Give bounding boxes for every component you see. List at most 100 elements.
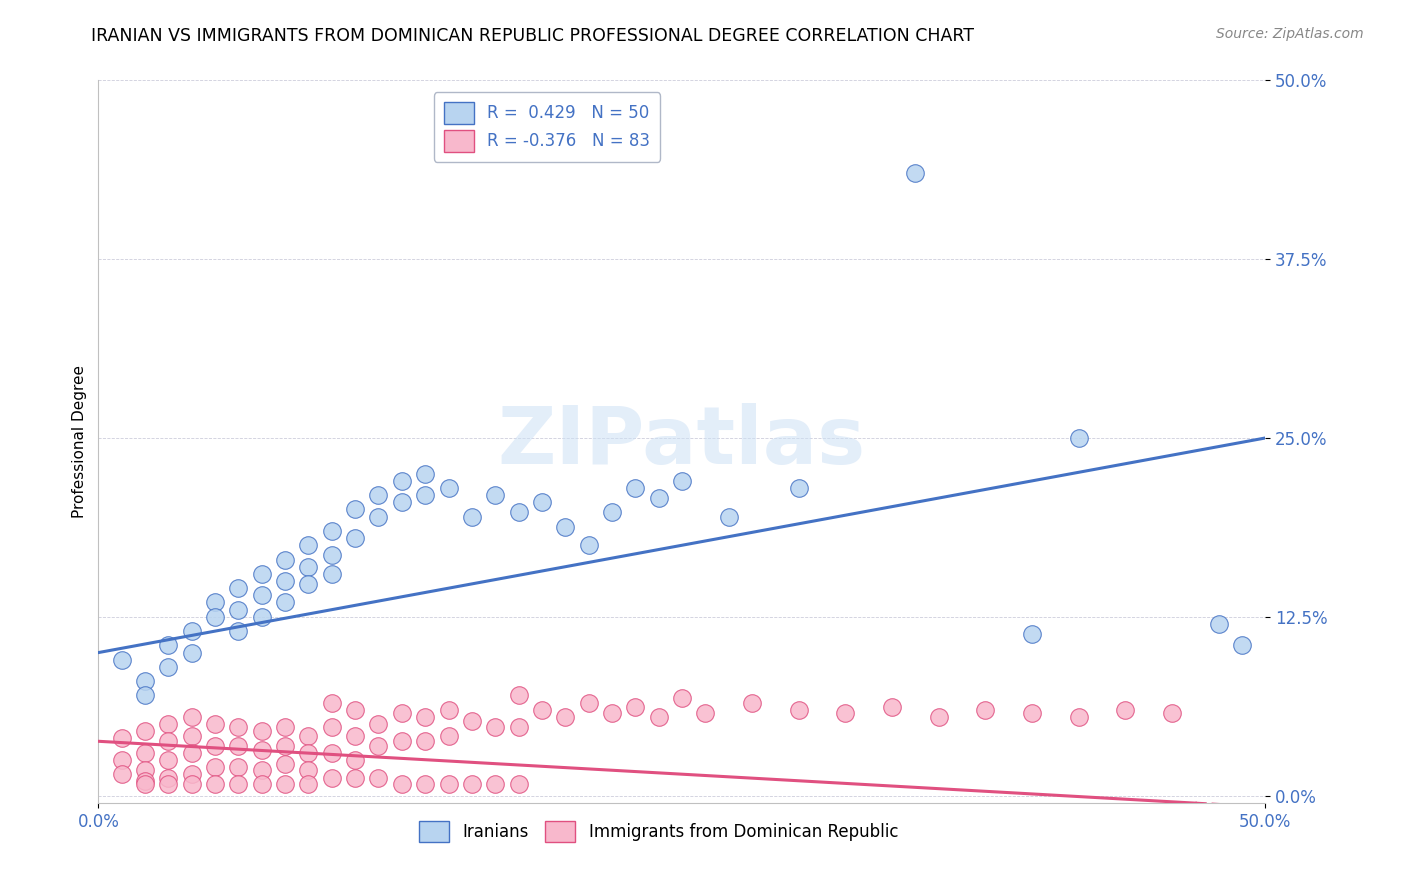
Point	[204, 717, 226, 731]
Point	[274, 552, 297, 566]
Point	[344, 703, 367, 717]
Point	[134, 763, 156, 777]
Point	[180, 646, 202, 660]
Point	[274, 595, 297, 609]
Point	[647, 491, 669, 505]
Point	[134, 724, 156, 739]
Point	[1230, 639, 1253, 653]
Point	[204, 777, 226, 791]
Point	[321, 549, 343, 563]
Point	[344, 729, 367, 743]
Point	[695, 706, 717, 720]
Point	[530, 703, 553, 717]
Point	[461, 777, 484, 791]
Point	[180, 746, 202, 760]
Point	[834, 706, 856, 720]
Point	[250, 724, 273, 739]
Point	[157, 772, 180, 786]
Point	[484, 777, 506, 791]
Point	[228, 581, 250, 595]
Point	[250, 777, 273, 791]
Point	[274, 720, 297, 734]
Point	[367, 772, 389, 786]
Point	[508, 505, 530, 519]
Point	[461, 714, 484, 729]
Point	[413, 710, 436, 724]
Point	[204, 609, 226, 624]
Point	[344, 502, 367, 516]
Point	[508, 689, 530, 703]
Point	[321, 746, 343, 760]
Point	[484, 720, 506, 734]
Point	[484, 488, 506, 502]
Y-axis label: Professional Degree: Professional Degree	[72, 365, 87, 518]
Point	[297, 538, 319, 552]
Point	[1067, 710, 1090, 724]
Point	[391, 706, 413, 720]
Point	[111, 653, 134, 667]
Point	[111, 753, 134, 767]
Legend: Iranians, Immigrants from Dominican Republic: Iranians, Immigrants from Dominican Repu…	[412, 814, 905, 848]
Point	[413, 734, 436, 748]
Point	[180, 729, 202, 743]
Point	[180, 777, 202, 791]
Point	[367, 509, 389, 524]
Point	[1114, 703, 1136, 717]
Point	[180, 767, 202, 781]
Point	[624, 700, 647, 714]
Point	[741, 696, 763, 710]
Point	[880, 700, 903, 714]
Point	[671, 691, 693, 706]
Point	[297, 577, 319, 591]
Point	[578, 538, 600, 552]
Point	[134, 689, 156, 703]
Point	[274, 739, 297, 753]
Point	[321, 696, 343, 710]
Point	[928, 710, 950, 724]
Point	[1021, 706, 1043, 720]
Point	[367, 488, 389, 502]
Point	[250, 743, 273, 757]
Point	[974, 703, 997, 717]
Point	[204, 739, 226, 753]
Point	[578, 696, 600, 710]
Point	[1067, 431, 1090, 445]
Point	[787, 481, 810, 495]
Point	[344, 753, 367, 767]
Point	[367, 717, 389, 731]
Point	[367, 739, 389, 753]
Point	[297, 777, 319, 791]
Point	[671, 474, 693, 488]
Point	[437, 729, 460, 743]
Point	[717, 509, 740, 524]
Point	[228, 760, 250, 774]
Point	[530, 495, 553, 509]
Point	[274, 777, 297, 791]
Point	[228, 624, 250, 639]
Point	[157, 639, 180, 653]
Point	[204, 595, 226, 609]
Point	[250, 609, 273, 624]
Point	[321, 566, 343, 581]
Point	[1021, 627, 1043, 641]
Point	[461, 509, 484, 524]
Point	[228, 777, 250, 791]
Point	[134, 777, 156, 791]
Point	[250, 588, 273, 602]
Point	[321, 720, 343, 734]
Point	[274, 574, 297, 588]
Point	[157, 717, 180, 731]
Point	[157, 660, 180, 674]
Point	[134, 746, 156, 760]
Point	[647, 710, 669, 724]
Point	[904, 166, 927, 180]
Point	[297, 559, 319, 574]
Point	[157, 753, 180, 767]
Point	[413, 488, 436, 502]
Point	[228, 739, 250, 753]
Point	[554, 519, 576, 533]
Point	[600, 505, 623, 519]
Point	[297, 746, 319, 760]
Point	[321, 772, 343, 786]
Point	[391, 495, 413, 509]
